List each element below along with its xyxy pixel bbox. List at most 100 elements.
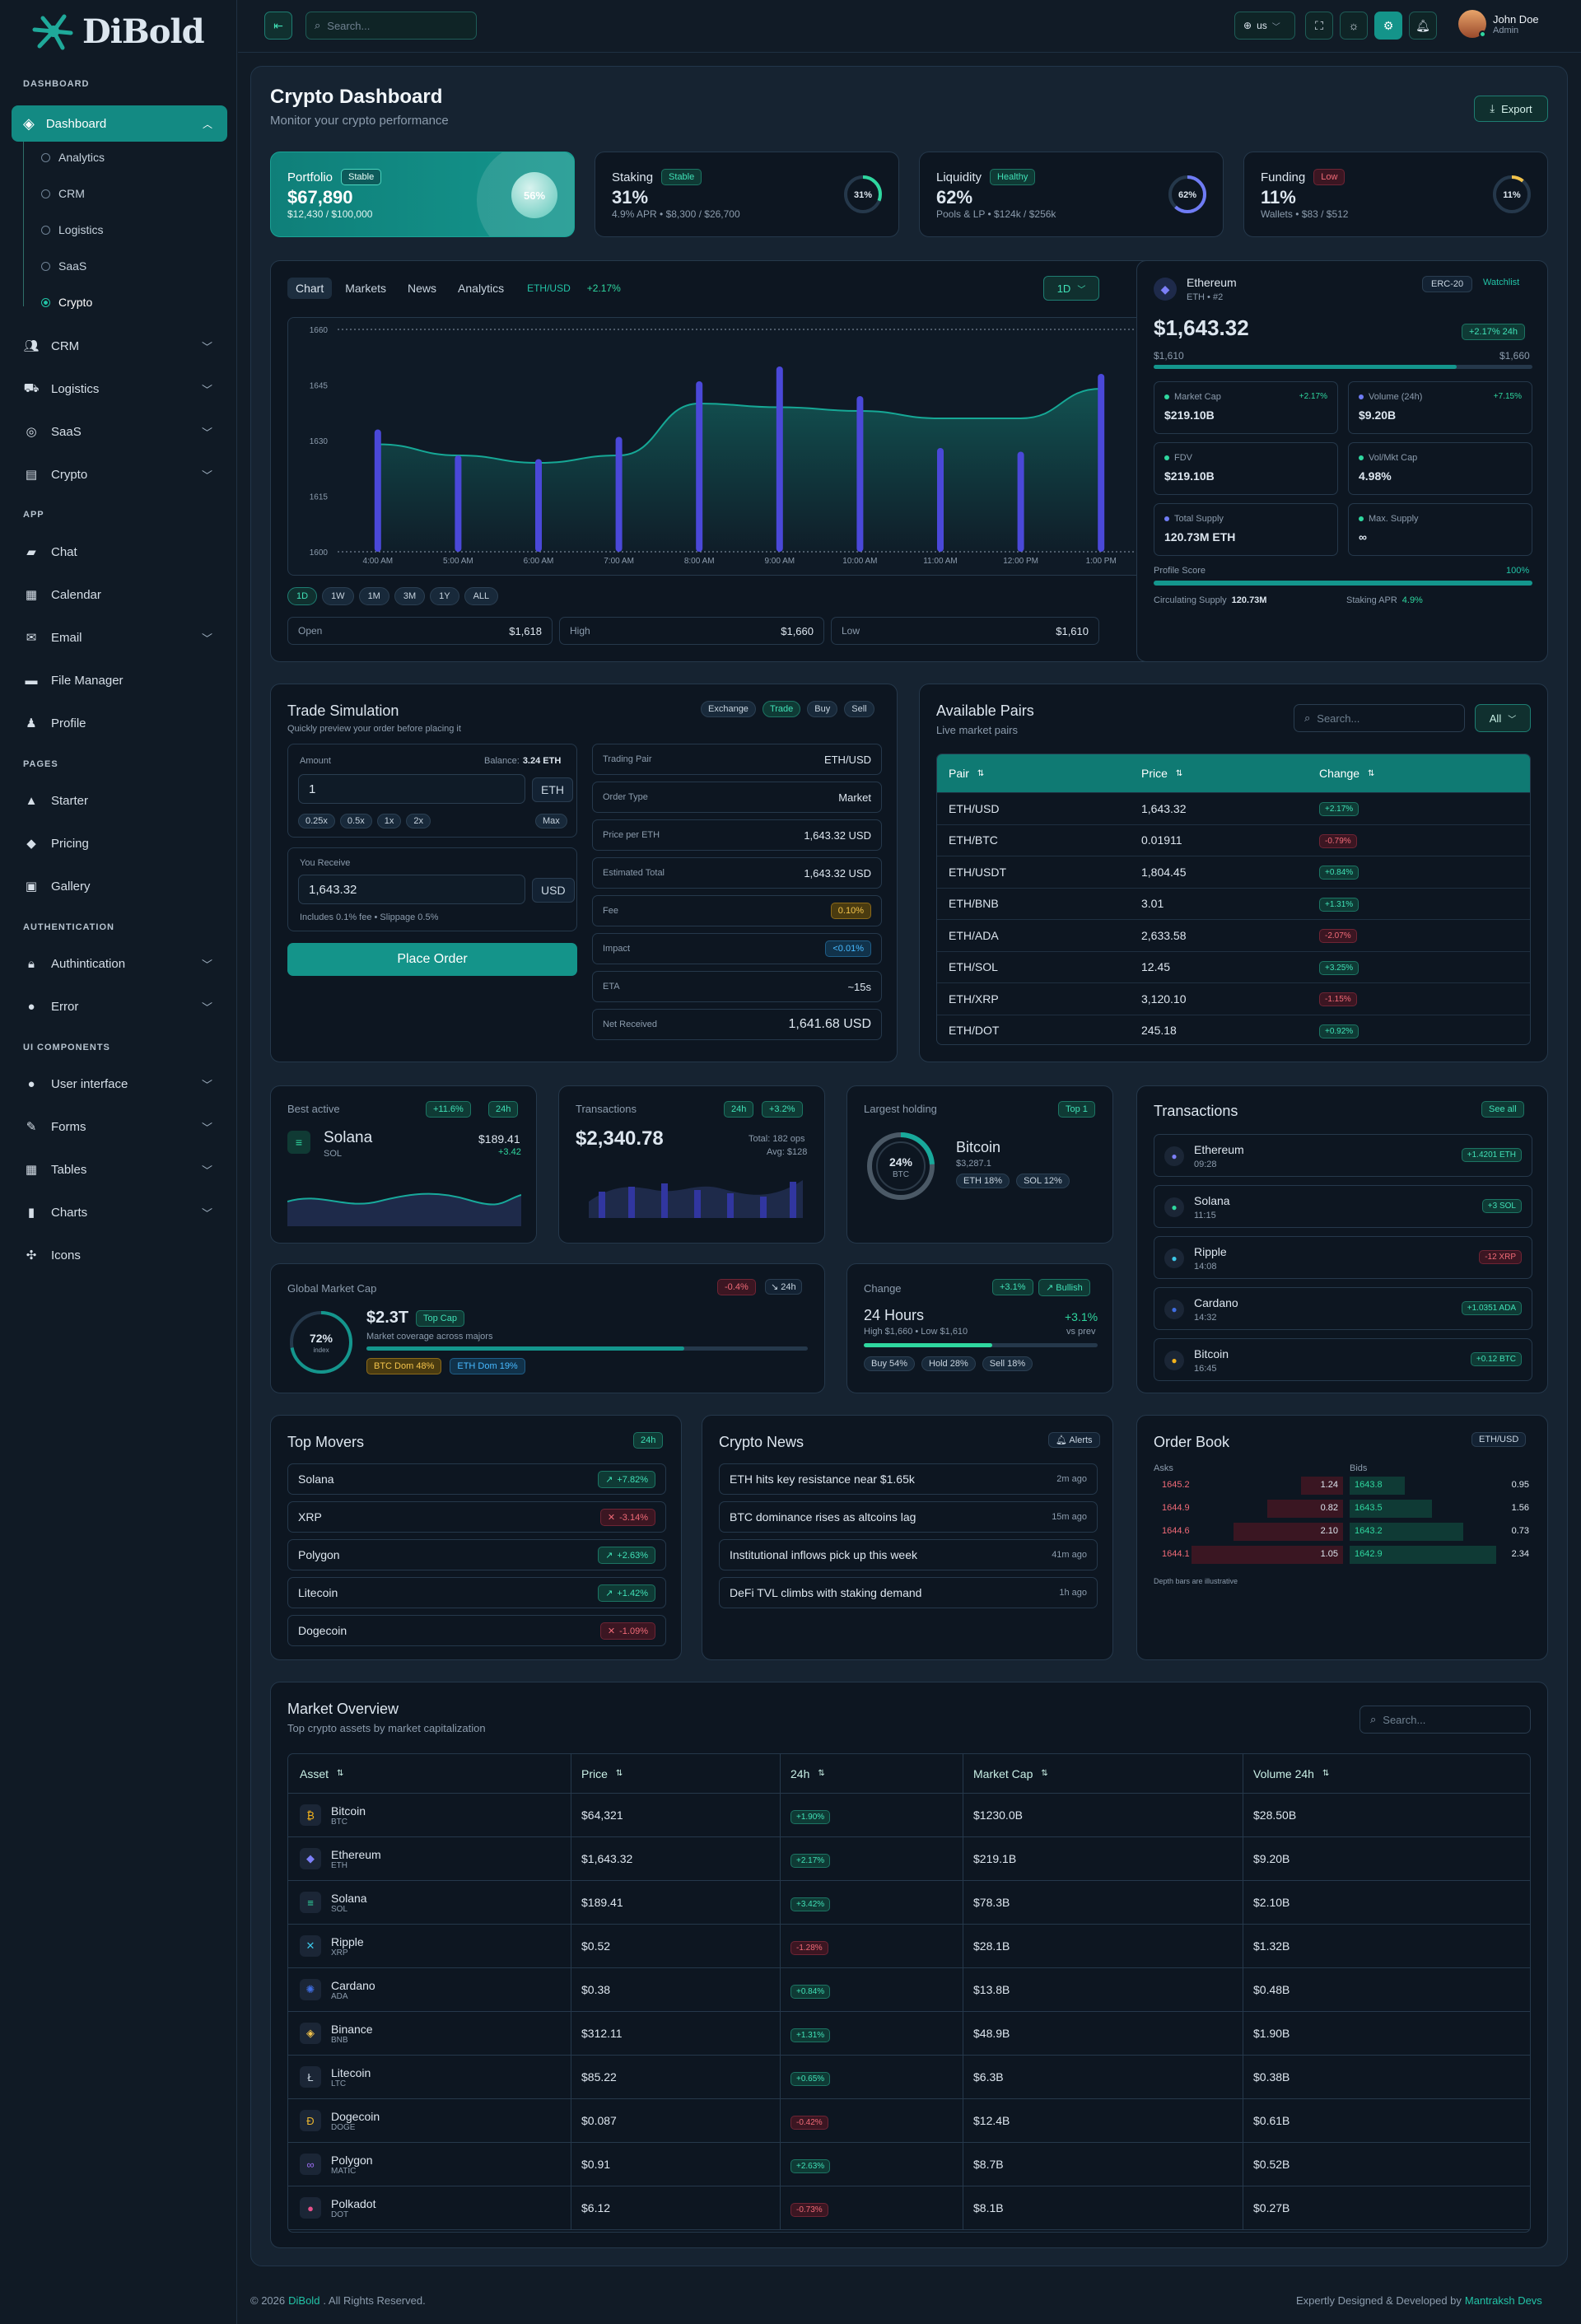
table-row[interactable]: ETH/BNB 3.01 +1.31% <box>937 887 1530 920</box>
market-search-input[interactable]: ⌕ Search... <box>1359 1706 1531 1734</box>
sidebar-item-forms[interactable]: ✎ Forms ﹀ <box>23 1118 212 1135</box>
sidebar-sub-logistics[interactable]: Logistics <box>41 223 103 236</box>
table-row[interactable]: ◈ Binance BNB $312.11 +1.31% $48.9B $1.90B <box>288 2011 1530 2056</box>
footer-brand-link[interactable]: DiBold <box>288 2294 320 2307</box>
sidebar-sub-crm[interactable]: CRM <box>41 187 85 200</box>
range-1w[interactable]: 1W <box>322 587 354 605</box>
sidebar-item-chat[interactable]: ▰ Chat <box>23 544 212 560</box>
list-item[interactable]: ● Ripple 14:08 -12 XRP <box>1154 1236 1532 1279</box>
table-row[interactable]: ∞ Polygon MATIC $0.91 +2.63% $8.7B $0.52B <box>288 2142 1530 2186</box>
sidebar-item-gallery[interactable]: ▣ Gallery <box>23 878 212 894</box>
tab-trade[interactable]: Trade <box>762 701 801 717</box>
news-item[interactable]: ETH hits key resistance near $1.65k 2m ag… <box>719 1463 1098 1495</box>
table-row[interactable]: ≡ Solana SOL $189.41 +3.42% $78.3B $2.10B <box>288 1880 1530 1925</box>
range-1m[interactable]: 1M <box>358 587 389 605</box>
sidebar-item-authentication[interactable]: 🔒︎ Authintication ﹀ <box>23 955 212 972</box>
sidebar-sub-saas[interactable]: SaaS <box>41 259 86 273</box>
list-item[interactable]: Polygon ↗ +2.63% <box>287 1539 666 1570</box>
sort-icon[interactable]: ⇅ <box>337 1769 344 1778</box>
list-item[interactable]: ● Bitcoin 16:45 +0.12 BTC <box>1154 1338 1532 1381</box>
sidebar-item-crm[interactable]: 👥︎ CRM ﹀ <box>23 338 212 354</box>
tab-buy[interactable]: Buy <box>807 701 838 717</box>
range-1d[interactable]: 1D <box>287 587 318 605</box>
sort-icon[interactable]: ⇅ <box>1322 1769 1330 1778</box>
table-row[interactable]: Ð Dogecoin DOGE $0.087 -0.42% $12.4B $0.61B <box>288 2098 1530 2143</box>
table-row[interactable]: ETH/USD 1,643.32 +2.17% <box>937 792 1530 824</box>
sidebar-item-dashboard[interactable]: ◈ Dashboard ︿ <box>12 105 227 142</box>
table-row[interactable]: ETH/USDT 1,804.45 +0.84% <box>937 856 1530 888</box>
sidebar-item-charts[interactable]: ▮ Charts ﹀ <box>23 1204 212 1220</box>
language-select[interactable]: ⊕ us ﹀ <box>1234 12 1295 40</box>
list-item[interactable]: ● Ethereum 09:28 +1.4201 ETH <box>1154 1134 1532 1177</box>
mult-1[interactable]: 1x <box>376 814 402 828</box>
table-row[interactable]: ETH/SOL 12.45 +3.25% <box>937 950 1530 983</box>
search-input[interactable]: ⌕ Search... <box>305 12 477 40</box>
range-1y[interactable]: 1Y <box>430 587 459 605</box>
user-menu[interactable]: John Doe Admin <box>1458 10 1539 38</box>
table-row[interactable]: ETH/DOT 245.18 +0.92% <box>937 1014 1530 1045</box>
menu-toggle-button[interactable]: ⇤ <box>264 12 292 40</box>
max-button[interactable]: Max <box>535 814 567 828</box>
news-item[interactable]: BTC dominance rises as altcoins lag 15m a… <box>719 1501 1098 1533</box>
list-item[interactable]: Solana ↗ +7.82% <box>287 1463 666 1495</box>
sidebar-item-saas[interactable]: ◎ SaaS ﹀ <box>23 423 212 440</box>
news-item[interactable]: DeFi TVL climbs with staking demand 1h ag… <box>719 1577 1098 1608</box>
sort-icon[interactable]: ⇅ <box>1368 768 1375 778</box>
pairs-search-input[interactable]: ⌕ Search... <box>1294 704 1465 732</box>
table-row[interactable]: ETH/ADA 2,633.58 -2.07% <box>937 919 1530 951</box>
sort-icon[interactable]: ⇅ <box>977 768 985 778</box>
sidebar-item-icons[interactable]: ✣ Icons <box>23 1247 212 1263</box>
brand-logo[interactable]: DiBold <box>31 12 205 51</box>
sidebar-item-email[interactable]: ✉ Email ﹀ <box>23 629 212 646</box>
sidebar-item-crypto[interactable]: ▤ Crypto ﹀ <box>23 466 212 483</box>
settings-button[interactable]: ⚙ <box>1374 12 1402 40</box>
notifications-button[interactable]: 🔔︎ <box>1409 12 1437 40</box>
list-item[interactable]: Dogecoin ✕ -1.09% <box>287 1615 666 1646</box>
sidebar-sub-analytics[interactable]: Analytics <box>41 151 105 164</box>
range-all[interactable]: ALL <box>464 587 499 605</box>
alerts-button[interactable]: 🔔︎ Alerts <box>1048 1432 1100 1448</box>
see-all-link[interactable]: See all <box>1481 1101 1524 1118</box>
table-row[interactable]: ◆ Ethereum ETH $1,643.32 +2.17% $219.1B $9.20B <box>288 1836 1530 1881</box>
theme-toggle-button[interactable]: ☼ <box>1340 12 1368 40</box>
mult-2[interactable]: 2x <box>406 814 431 828</box>
table-row[interactable]: ✕ Ripple XRP $0.52 -1.28% $28.1B $1.32B <box>288 1924 1530 1968</box>
sidebar-item-tables[interactable]: ▦ Tables ﹀ <box>23 1161 212 1178</box>
tab-sell[interactable]: Sell <box>844 701 874 717</box>
sidebar-sub-crypto[interactable]: Crypto <box>41 296 92 309</box>
tab-news[interactable]: News <box>408 282 437 295</box>
table-row[interactable]: ₿ Bitcoin BTC $64,321 +1.90% $1230.0B $28.50B <box>288 1793 1530 1837</box>
table-row[interactable]: Ł Litecoin LTC $85.22 +0.65% $6.3B $0.38B <box>288 2055 1530 2099</box>
timeframe-select[interactable]: 1D ﹀ <box>1043 276 1099 301</box>
amount-input[interactable]: 1 <box>298 774 525 804</box>
list-item[interactable]: Litecoin ↗ +1.42% <box>287 1577 666 1608</box>
export-button[interactable]: ⤓ Export <box>1474 96 1548 122</box>
table-row[interactable]: ETH/XRP 3,120.10 -1.15% <box>937 982 1530 1015</box>
table-row[interactable]: ● Polkadot DOT $6.12 -0.73% $8.1B $0.27B <box>288 2186 1530 2230</box>
pairs-filter-select[interactable]: All ﹀ <box>1475 704 1531 732</box>
sort-icon[interactable]: ⇅ <box>818 1769 825 1778</box>
sort-icon[interactable]: ⇅ <box>1041 1769 1048 1778</box>
list-item[interactable]: ● Solana 11:15 +3 SOL <box>1154 1185 1532 1228</box>
receive-input[interactable]: 1,643.32 <box>298 875 525 904</box>
footer-credit-link[interactable]: Mantraksh Devs <box>1464 2294 1542 2307</box>
sidebar-item-file-manager[interactable]: ▬ File Manager <box>23 672 212 688</box>
sidebar-item-pricing[interactable]: ◆ Pricing <box>23 835 212 852</box>
mult-05[interactable]: 0.5x <box>339 814 372 828</box>
table-row[interactable]: ✺ Cardano ADA $0.38 +0.84% $13.8B $0.48B <box>288 1967 1530 2012</box>
fullscreen-button[interactable]: ⛶ <box>1305 12 1333 40</box>
tab-exchange[interactable]: Exchange <box>701 701 756 717</box>
list-item[interactable]: ● Cardano 14:32 +1.0351 ADA <box>1154 1287 1532 1330</box>
list-item[interactable]: XRP ✕ -3.14% <box>287 1501 666 1533</box>
sidebar-item-error[interactable]: ● Error ﹀ <box>23 998 212 1015</box>
range-3m[interactable]: 3M <box>394 587 426 605</box>
mult-025[interactable]: 0.25x <box>298 814 335 828</box>
sidebar-item-starter[interactable]: ▲ Starter <box>23 792 212 809</box>
place-order-button[interactable]: Place Order <box>287 943 577 976</box>
sidebar-item-user-interface[interactable]: ● User interface ﹀ <box>23 1076 212 1092</box>
table-row[interactable]: ETH/BTC 0.01911 -0.79% <box>937 824 1530 856</box>
sidebar-item-logistics[interactable]: ⛟ Logistics ﹀ <box>23 380 212 396</box>
news-item[interactable]: Institutional inflows pick up this week 4… <box>719 1539 1098 1570</box>
sort-icon[interactable]: ⇅ <box>1175 768 1183 778</box>
tab-analytics[interactable]: Analytics <box>458 282 505 295</box>
